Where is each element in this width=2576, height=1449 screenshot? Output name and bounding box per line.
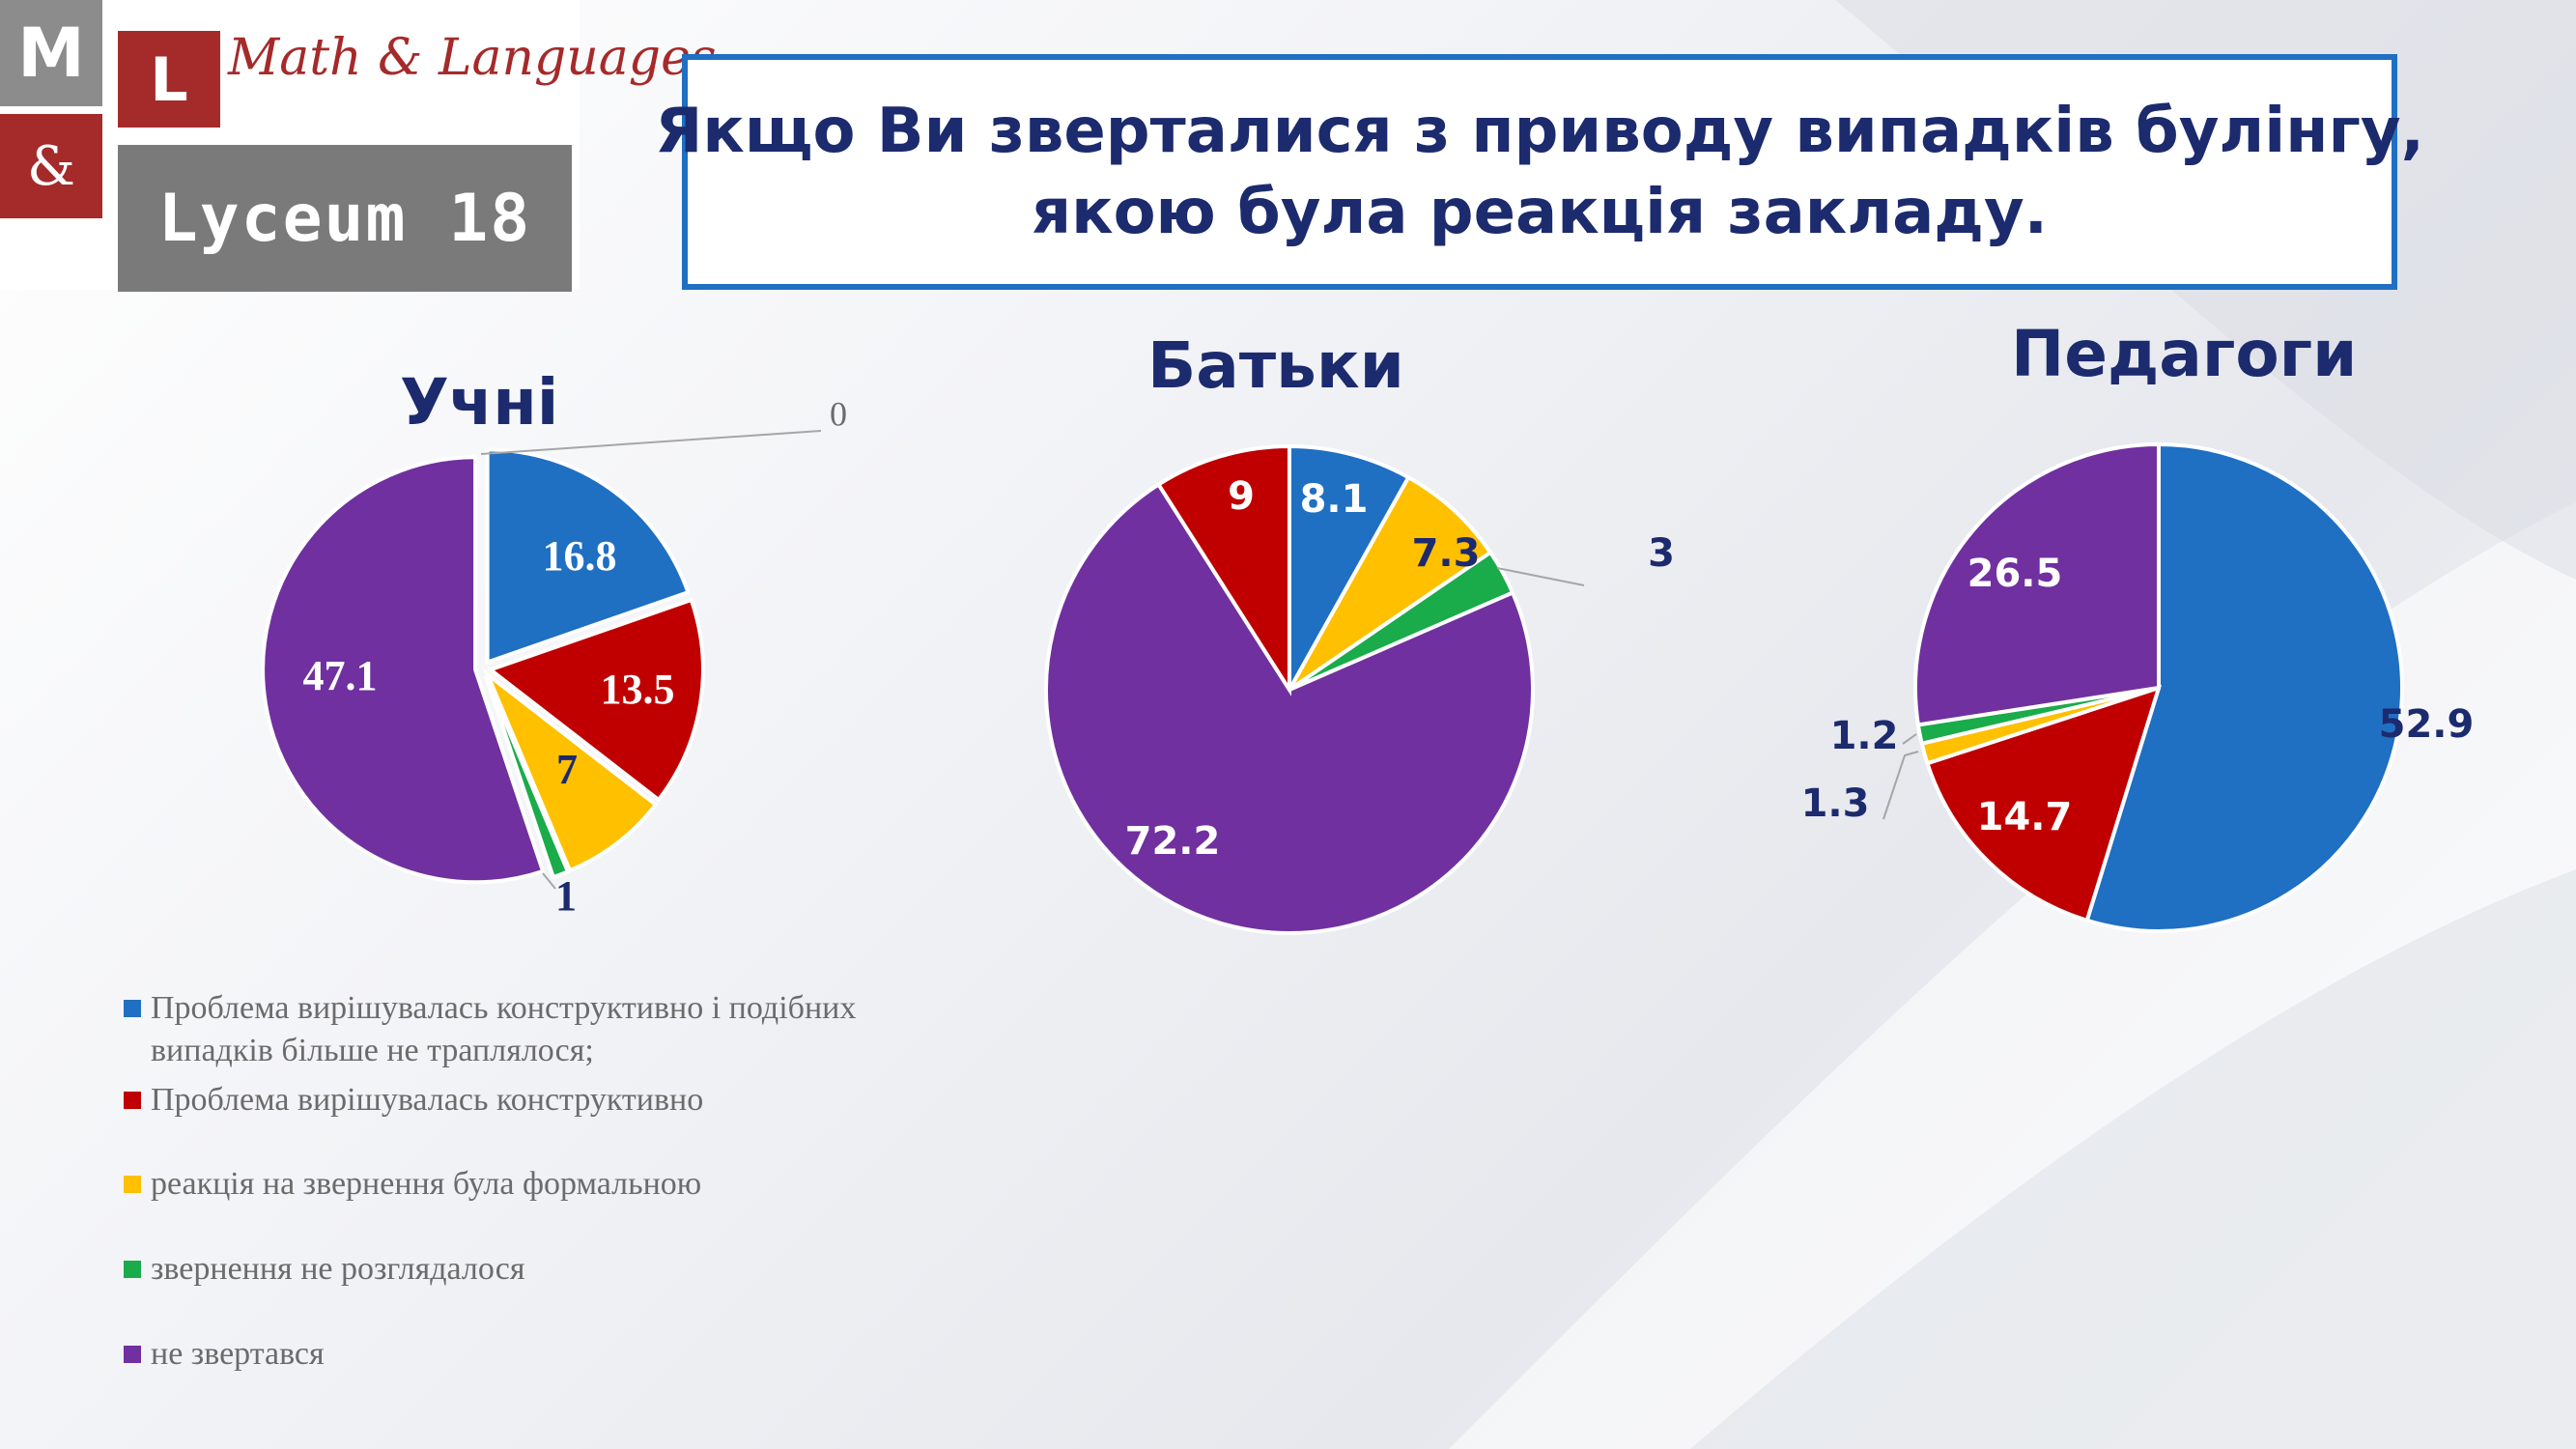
pie-slice [483, 674, 571, 880]
data-label: 47.1 [303, 652, 378, 699]
legend-swatch [124, 1261, 141, 1278]
legend-label: не звертався [151, 1336, 325, 1372]
data-label: 7 [556, 746, 578, 793]
logo-script-text: Math & Languages [228, 29, 717, 87]
legend-label: Проблема вирішувалась конструктивно [151, 1082, 704, 1118]
pie-slice [1155, 443, 1291, 696]
chart-title-parents: Батьки [1147, 328, 1404, 403]
slide-title-line-2: якою була реакція закладу. [1032, 177, 2048, 248]
data-label: 7.3 [1412, 531, 1481, 576]
pie-parents: 8.1 7.3 3 72.2 9 [1044, 443, 1675, 935]
logo-m-tile: M [0, 0, 102, 106]
legend-label: випадків більше не траплялося; [151, 1033, 594, 1068]
legend-item: реакція на звернення була формальною [124, 1163, 701, 1206]
data-label: 14.7 [1977, 795, 2073, 839]
leader-line [542, 872, 556, 890]
logo-l-tile: L [118, 31, 220, 128]
data-label: 26.5 [1967, 552, 2063, 596]
slide-title-box: Якщо Ви зверталися з приводу випадків бу… [655, 54, 2424, 290]
logo-ampersand-tile: & [0, 114, 102, 218]
data-label: 13.5 [601, 666, 675, 713]
legend-item: не звертався [124, 1333, 325, 1376]
legend-label: звернення не розглядалося [151, 1251, 525, 1287]
leader-line [480, 430, 822, 455]
data-label: 3 [1648, 531, 1675, 576]
pie-teachers: 52.9 14.7 1.3 1.2 26.5 [1801, 441, 2475, 933]
legend-label: Проблема вирішувалась конструктивно і по… [151, 990, 857, 1026]
slide-title-line-1: Якщо Ви зверталися з приводу випадків бу… [655, 96, 2424, 167]
data-label: 16.8 [543, 532, 617, 580]
data-label: 9 [1228, 474, 1255, 519]
legend-item: Проблема вирішувалась конструктивно [124, 1079, 703, 1122]
legend-swatch [124, 1176, 141, 1193]
pie-slice [1913, 441, 2161, 727]
lyceum-logo: M L Math & Languages & Lyceum 18 [0, 0, 717, 292]
legend-swatch [124, 1000, 141, 1017]
pie-slice [1288, 443, 1411, 697]
leader-line [1496, 567, 1585, 586]
leader-line [1902, 733, 1917, 745]
data-label: 1 [555, 872, 577, 920]
leader-lines [480, 430, 1919, 890]
data-label: 1.3 [1801, 781, 1870, 826]
legend-item: звернення не розглядалося [124, 1248, 524, 1291]
data-label: 1.2 [1830, 714, 1899, 758]
chart-title-teachers: Педагоги [2011, 317, 2358, 391]
data-label: 8.1 [1300, 477, 1369, 522]
logo-lyceum-tile: Lyceum 18 [118, 145, 572, 292]
pie-slice [1044, 481, 1535, 935]
data-label: 52.9 [2379, 702, 2475, 747]
legend-item: Проблема вирішувалась конструктивно і по… [124, 987, 856, 1072]
chart-title-students: Учні [400, 365, 559, 440]
data-label-zero: 0 [830, 394, 847, 433]
pie-slice [483, 668, 659, 873]
pie-students: 16.8 13.5 7 1 47.1 [261, 447, 705, 920]
legend-label: реакція на звернення була формальною [151, 1166, 702, 1202]
pie-slice [261, 455, 546, 885]
legend-swatch [124, 1346, 141, 1363]
legend-swatch [124, 1092, 141, 1109]
data-label: 72.2 [1125, 819, 1221, 864]
pie-slice [1288, 474, 1493, 692]
leader-line [1882, 751, 1919, 820]
pie-slice [486, 597, 705, 803]
pie-slice [2084, 441, 2404, 933]
